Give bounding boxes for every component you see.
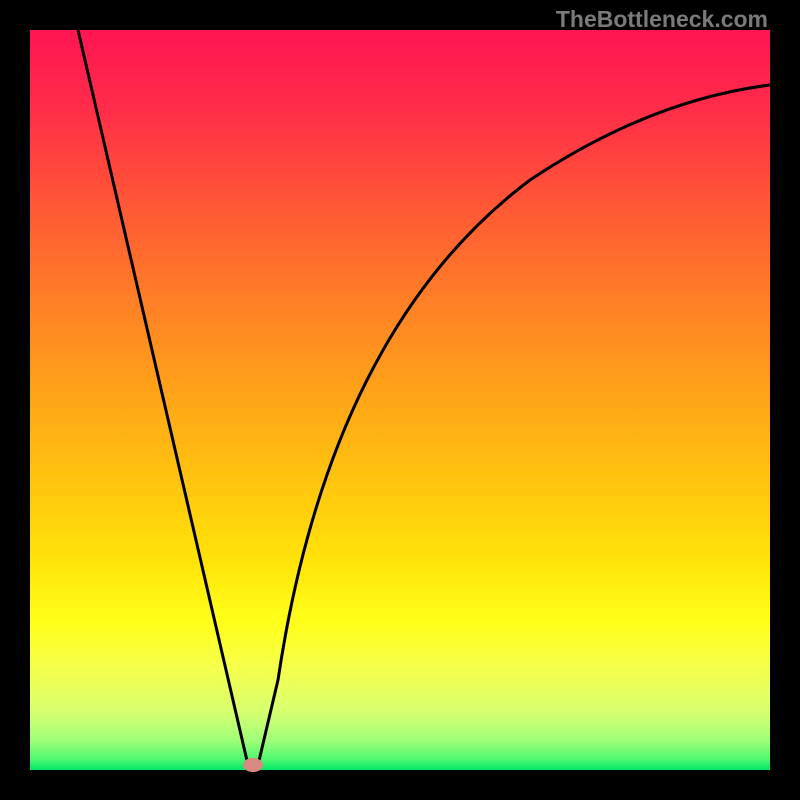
plot-area (30, 30, 770, 770)
optimum-marker (243, 758, 263, 772)
watermark-text: TheBottleneck.com (556, 6, 768, 33)
bottleneck-curve (30, 30, 770, 770)
chart-canvas: TheBottleneck.com (0, 0, 800, 800)
